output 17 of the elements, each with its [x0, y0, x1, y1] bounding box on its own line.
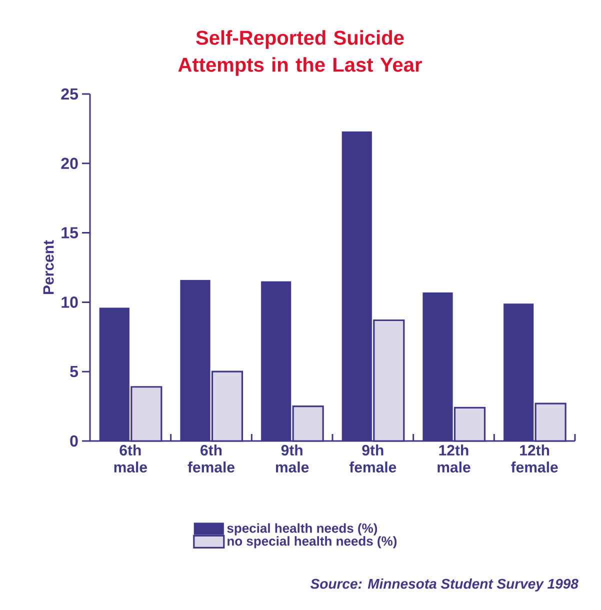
x-tick-label: 12th female — [511, 444, 558, 473]
legend-label: special health needs (%) — [227, 523, 378, 536]
y-tick-label: 20 — [61, 158, 78, 170]
y-tick-label: 10 — [62, 296, 78, 308]
x-tick-label: 6th male — [114, 444, 147, 473]
x-tick-label: 9th male — [276, 444, 309, 473]
y-tick-label: 25 — [61, 88, 78, 100]
y-axis-title: Percent — [43, 240, 54, 294]
chart-title: Self-Reported Suicide Attempts in the Last Year — [178, 30, 422, 76]
x-tick-label: 9th female — [349, 444, 396, 473]
source-note: Source: Minnesota Student Survey 1998 — [310, 578, 578, 592]
x-tick-label: 6th female — [188, 444, 234, 473]
y-tick-label: 5 — [70, 366, 78, 378]
legend-label: no special health needs (%) — [228, 536, 397, 548]
y-tick-label: 0 — [70, 435, 78, 447]
x-tick-label: 12th male — [438, 444, 470, 473]
y-tick-label: 15 — [62, 227, 78, 238]
